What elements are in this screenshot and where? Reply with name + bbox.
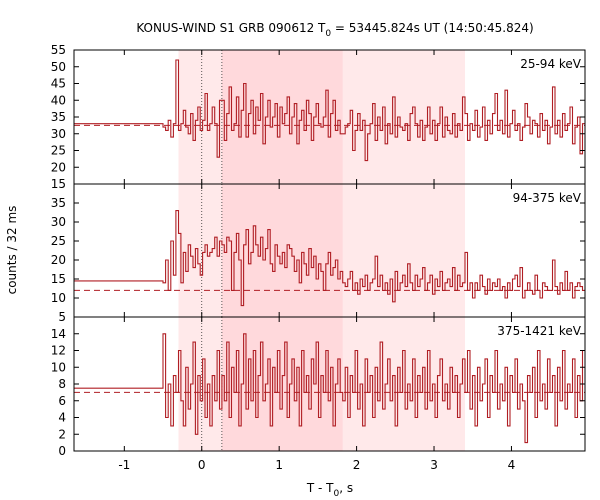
y-tick-label: 20 (51, 253, 66, 267)
y-tick-label: 0 (58, 444, 66, 458)
energy-band-label: 25-94 keV (520, 57, 582, 71)
y-tick-label: 6 (58, 394, 66, 408)
x-tick-label: 4 (508, 458, 516, 472)
x-axis-label-suffix: , s (339, 481, 353, 495)
y-tick-label: 5 (58, 310, 66, 324)
y-tick-label: 15 (51, 272, 66, 286)
x-tick-label: 2 (353, 458, 361, 472)
shaded-interval-2 (221, 184, 343, 317)
energy-band-label: 375-1421 keV (497, 324, 581, 338)
y-tick-label: 15 (51, 177, 66, 191)
chart-title-subscript: 0 (325, 29, 331, 39)
x-axis-label-prefix: T - T (306, 481, 334, 495)
y-tick-label: 14 (51, 327, 66, 341)
x-tick-label: 3 (430, 458, 438, 472)
y-tick-label: 35 (51, 196, 66, 210)
energy-band-label: 94-375 keV (513, 191, 582, 205)
y-tick-label: 12 (51, 344, 66, 358)
y-tick-label: 20 (51, 160, 66, 174)
y-axis-label: counts / 32 ms (5, 206, 19, 295)
light-curve-series (74, 333, 585, 444)
y-tick-label: 10 (51, 291, 66, 305)
y-tick-label: 35 (51, 110, 66, 124)
y-tick-label: 50 (51, 60, 66, 74)
light-curve-series (74, 59, 585, 162)
y-tick-label: 40 (51, 93, 66, 107)
y-tick-label: 8 (58, 377, 66, 391)
y-tick-label: 10 (51, 360, 66, 374)
x-axis-label-subscript: 0 (334, 489, 340, 499)
x-tick-label: 0 (198, 458, 206, 472)
chart-title: KONUS-WIND S1 GRB 090612 T0 = 53445.824s… (136, 21, 533, 39)
y-tick-label: 45 (51, 77, 66, 91)
x-tick-label: 1 (275, 458, 283, 472)
chart-title-suffix: = 53445.824s UT (14:50:45.824) (331, 21, 534, 35)
x-axis-label: T - T0, s (306, 481, 353, 499)
y-tick-label: 2 (58, 427, 66, 441)
panel-frame (73, 316, 586, 452)
y-tick-label: 55 (51, 43, 66, 57)
y-tick-label: 30 (51, 127, 66, 141)
y-tick-label: 30 (51, 215, 66, 229)
x-tick-label: -1 (118, 458, 130, 472)
panel-3: 0 2 4 6 8 10 12 14 375-1421 keV (51, 316, 586, 458)
panel-1: 15 20 25 30 35 40 45 50 55 25-94 keV (51, 43, 586, 191)
panel-2: 5 10 15 20 25 30 35 94-375 keV (51, 183, 586, 324)
light-curve-series (74, 210, 585, 307)
y-tick-label: 25 (51, 144, 66, 158)
y-tick-label: 4 (58, 411, 66, 425)
x-axis: -1 0 1 2 3 4 (118, 458, 515, 472)
chart-title-prefix: KONUS-WIND S1 GRB 090612 T (136, 21, 326, 35)
y-tick-label: 25 (51, 234, 66, 248)
